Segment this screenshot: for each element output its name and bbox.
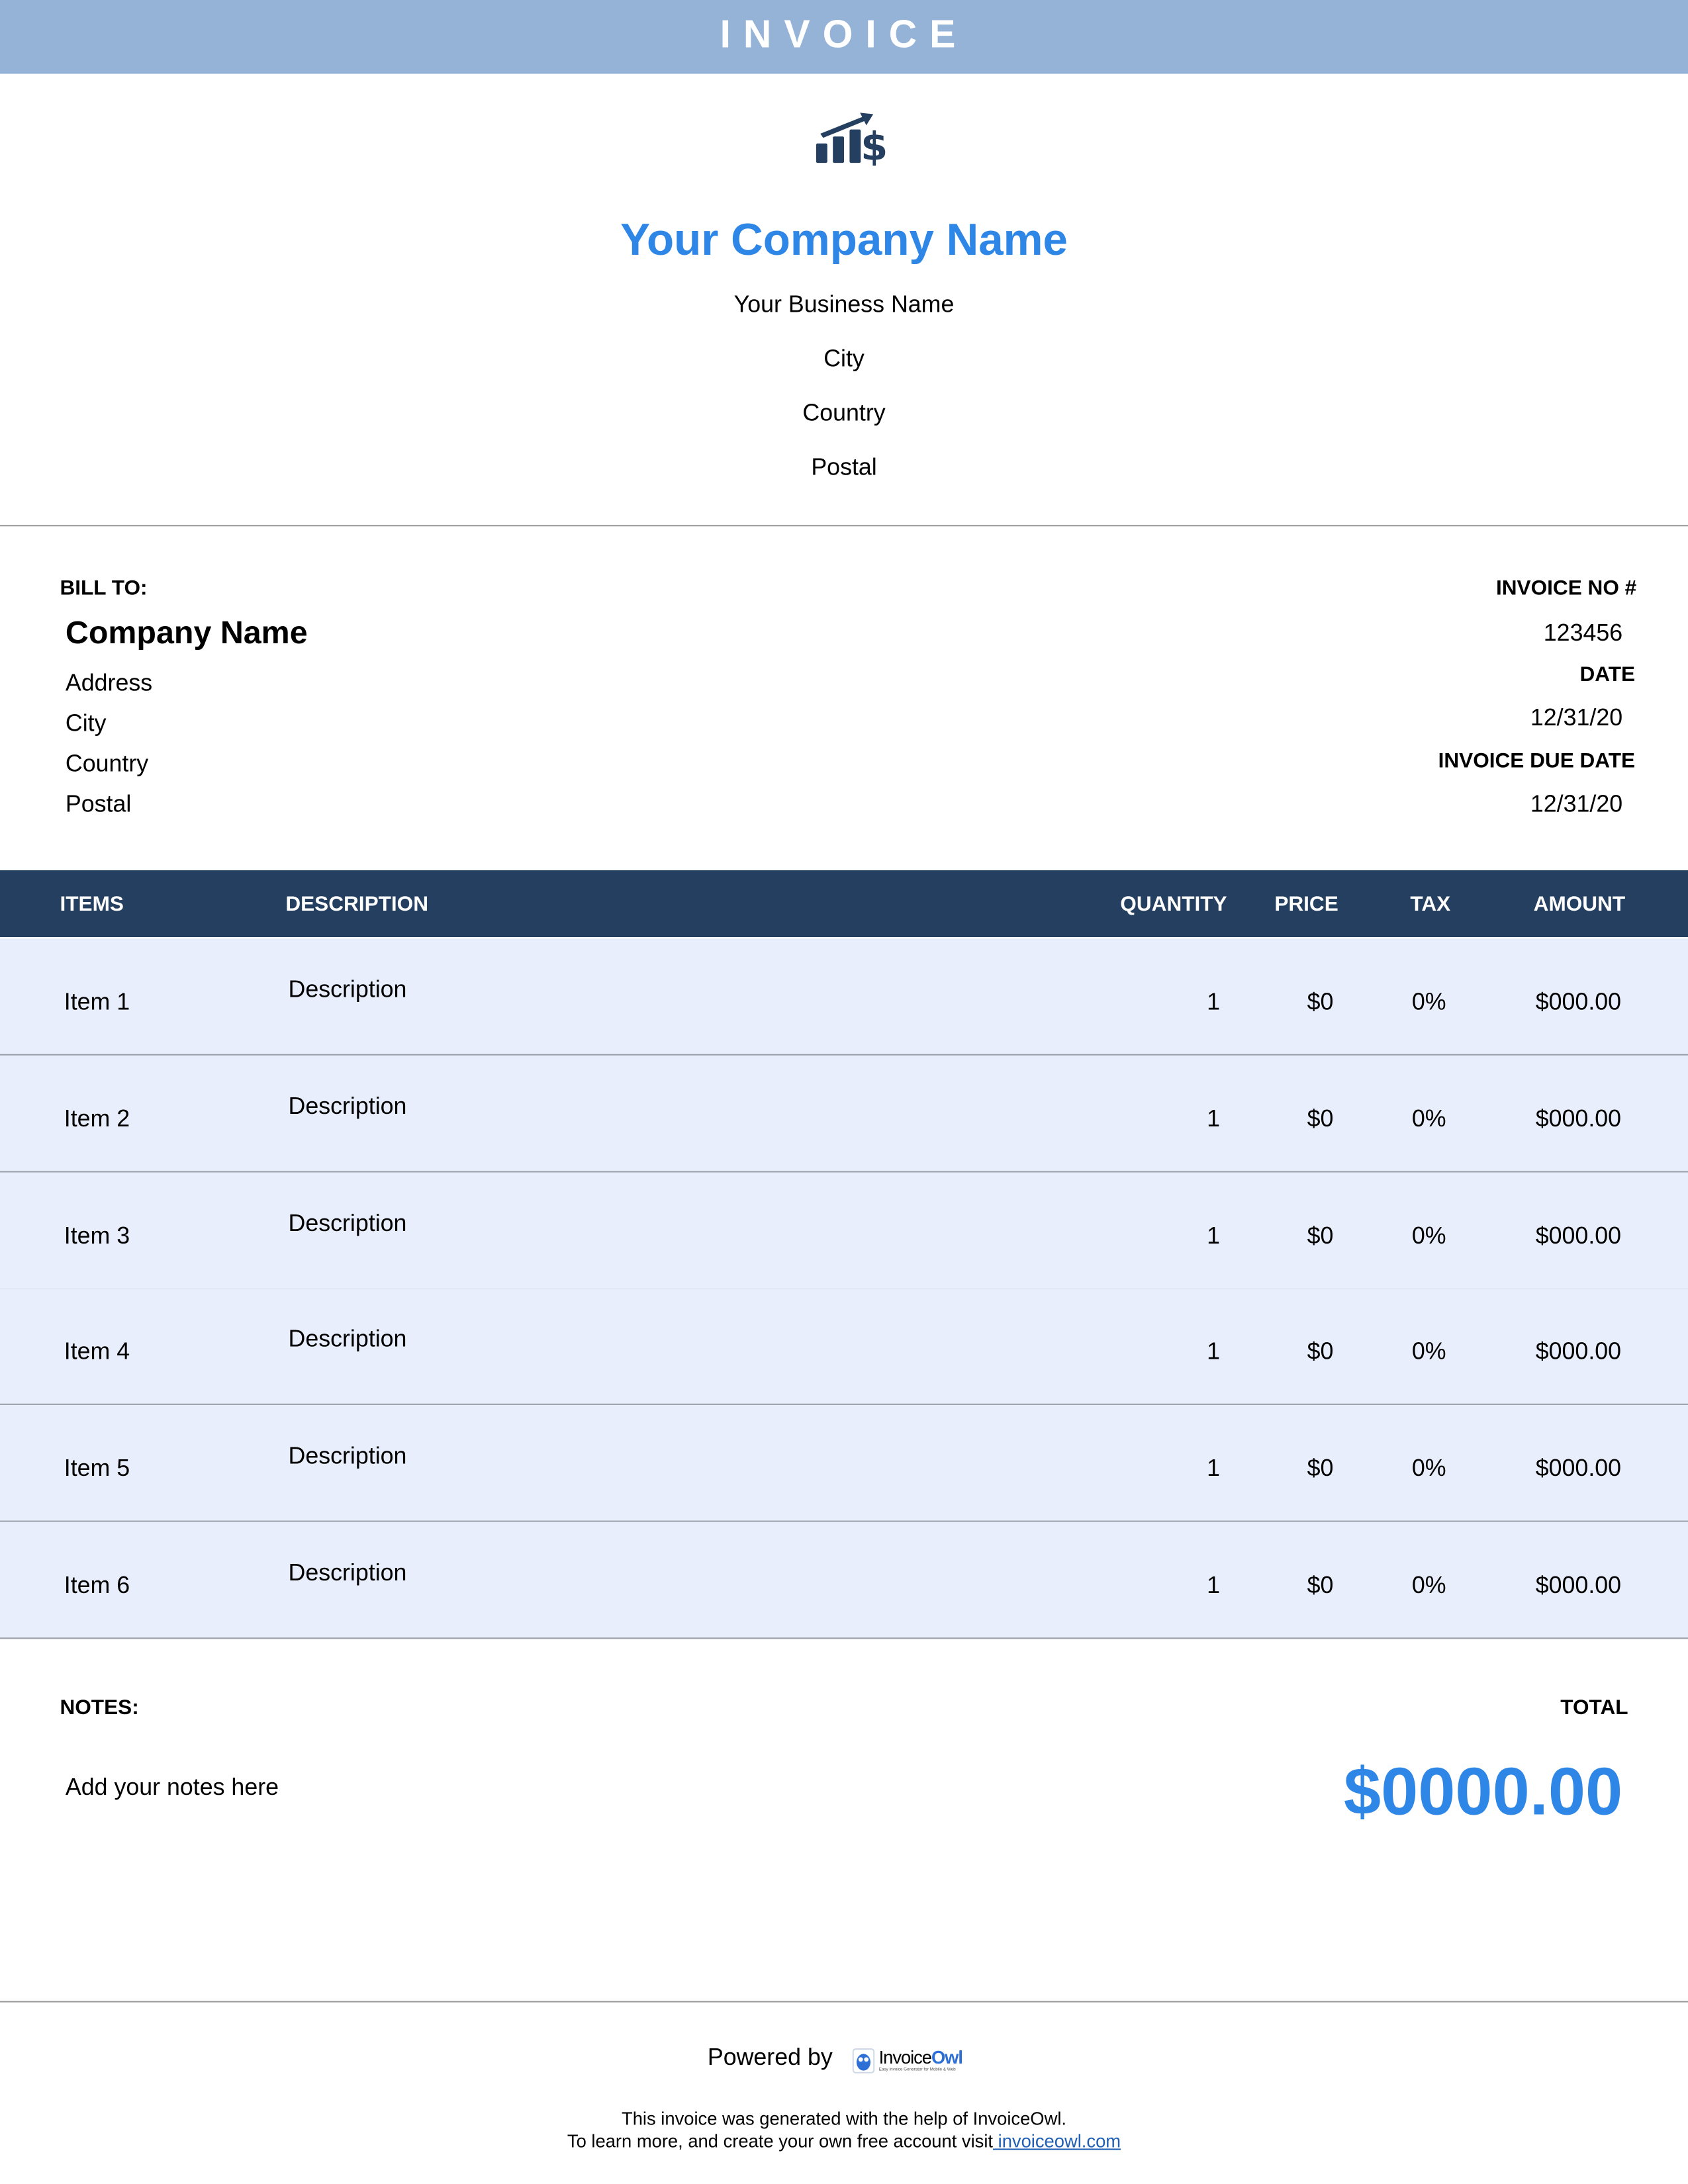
col-amount: AMOUNT — [1533, 892, 1626, 917]
bill-to-country: Country — [65, 751, 149, 778]
table-row: Item 1 Description 1 $0 0% $000.00 — [0, 938, 1688, 1056]
due-date-label: INVOICE DUE DATE — [1438, 749, 1636, 773]
title-bar: INVOICE — [0, 0, 1688, 74]
cell-tax: 0% — [1411, 1105, 1446, 1132]
cell-item: Item 6 — [64, 1572, 130, 1599]
cell-amount: $000.00 — [1535, 1222, 1622, 1249]
bill-to-postal: Postal — [65, 791, 132, 818]
owl-icon — [852, 2048, 875, 2073]
notes-text[interactable]: Add your notes here — [65, 1774, 279, 1801]
company-city: City — [823, 345, 865, 372]
invoice-no-label: INVOICE NO # — [1495, 576, 1637, 600]
cell-price: $0 — [1307, 1338, 1334, 1365]
table-row: Item 3 Description 1 $0 0% $000.00 — [0, 1171, 1688, 1289]
company-name: Your Company Name — [620, 214, 1068, 265]
bill-to-address: Address — [65, 670, 153, 696]
cell-quantity: 1 — [1207, 988, 1221, 1015]
cell-tax: 0% — [1411, 1455, 1446, 1482]
col-items: ITEMS — [60, 892, 124, 917]
cell-tax: 0% — [1411, 1338, 1446, 1365]
cell-item: Item 4 — [64, 1338, 130, 1365]
cell-price: $0 — [1307, 1222, 1334, 1249]
brand-tagline: Easy Invoice Generator for Mobile & Web — [878, 2066, 956, 2072]
table-row: Item 6 Description 1 $0 0% $000.00 — [0, 1522, 1688, 1639]
cell-quantity: 1 — [1207, 1572, 1221, 1599]
powered-by-label: Powered by — [707, 2044, 833, 2071]
due-date: 12/31/20 — [1530, 791, 1623, 818]
cell-amount: $000.00 — [1535, 1338, 1622, 1365]
invoice-title: INVOICE — [720, 12, 968, 56]
cell-amount: $000.00 — [1535, 988, 1622, 1015]
cell-description: Description — [288, 1443, 407, 1470]
cell-amount: $000.00 — [1535, 1105, 1622, 1132]
svg-text:$: $ — [861, 124, 888, 167]
divider — [0, 525, 1688, 527]
footer-line-2-text: To learn more, and create your own free … — [567, 2130, 994, 2152]
invoice-no: 123456 — [1543, 619, 1623, 647]
cell-price: $0 — [1307, 988, 1334, 1015]
bill-to-city: City — [65, 710, 107, 737]
cell-tax: 0% — [1411, 1572, 1446, 1599]
invoiceowl-logo: InvoiceOwl Easy Invoice Generator for Mo… — [852, 2046, 978, 2075]
cell-quantity: 1 — [1207, 1455, 1221, 1482]
chart-growth-dollar-icon: $ — [816, 113, 888, 167]
bill-to-company: Company Name — [65, 614, 308, 651]
company-country: Country — [802, 399, 886, 426]
col-tax: TAX — [1410, 892, 1451, 917]
cell-quantity: 1 — [1207, 1105, 1221, 1132]
brand-owl: Owl — [931, 2046, 963, 2068]
cell-item: Item 3 — [64, 1222, 130, 1249]
cell-price: $0 — [1307, 1105, 1334, 1132]
table-row: Item 5 Description 1 $0 0% $000.00 — [0, 1405, 1688, 1523]
cell-description: Description — [288, 1326, 407, 1353]
cell-item: Item 1 — [64, 988, 130, 1015]
date-label: DATE — [1579, 662, 1636, 687]
col-description: DESCRIPTION — [285, 892, 429, 917]
total-label: TOTAL — [1560, 1696, 1628, 1720]
footer-divider — [0, 2001, 1688, 2003]
cell-quantity: 1 — [1207, 1338, 1221, 1365]
business-name: Your Business Name — [733, 291, 955, 318]
cell-item: Item 5 — [64, 1455, 130, 1482]
cell-description: Description — [288, 976, 407, 1003]
total-value: $0000.00 — [1343, 1756, 1623, 1830]
cell-item: Item 2 — [64, 1105, 130, 1132]
col-quantity: QUANTITY — [1120, 892, 1227, 917]
cell-amount: $000.00 — [1535, 1455, 1622, 1482]
invoice-date: 12/31/20 — [1530, 704, 1623, 731]
footer-line-2: To learn more, and create your own free … — [0, 2130, 1688, 2152]
cell-amount: $000.00 — [1535, 1572, 1622, 1599]
invoiceowl-link[interactable]: invoiceowl.com — [993, 2130, 1121, 2152]
cell-tax: 0% — [1411, 988, 1446, 1015]
brand-invoice: Invoice — [878, 2046, 932, 2068]
cell-description: Description — [288, 1093, 407, 1120]
footer-line-1: This invoice was generated with the help… — [622, 2108, 1067, 2130]
company-postal: Postal — [811, 453, 877, 480]
col-price: PRICE — [1274, 892, 1338, 917]
bill-to-label: BILL TO: — [60, 576, 148, 600]
cell-description: Description — [288, 1559, 407, 1586]
cell-description: Description — [288, 1209, 407, 1236]
table-row: Item 2 Description 1 $0 0% $000.00 — [0, 1055, 1688, 1173]
notes-label: NOTES: — [60, 1696, 139, 1720]
table-header: ITEMS DESCRIPTION QUANTITY PRICE TAX AMO… — [0, 870, 1688, 937]
cell-quantity: 1 — [1207, 1222, 1221, 1249]
cell-tax: 0% — [1411, 1222, 1446, 1249]
cell-price: $0 — [1307, 1572, 1334, 1599]
cell-price: $0 — [1307, 1455, 1334, 1482]
table-row: Item 4 Description 1 $0 0% $000.00 — [0, 1289, 1688, 1406]
